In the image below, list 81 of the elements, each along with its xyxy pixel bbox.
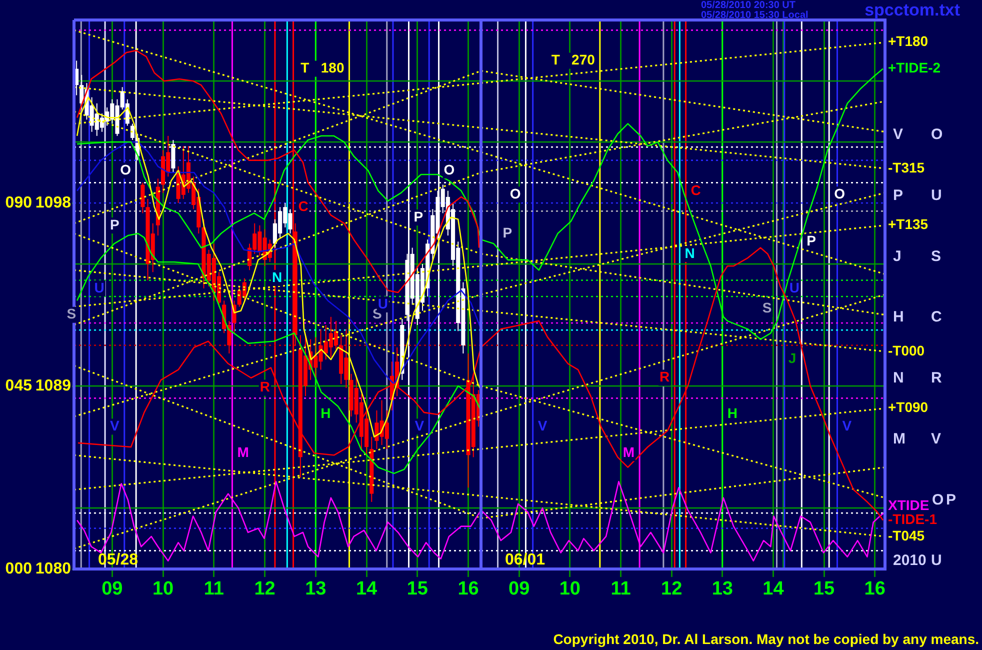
- text: V: [931, 430, 942, 448]
- x-tick-label: 09: [102, 578, 123, 600]
- series-label: -T315: [888, 159, 925, 176]
- x-tick-label: 16: [864, 578, 886, 600]
- text: P: [893, 187, 904, 204]
- y2-tick-label: 090: [5, 194, 32, 212]
- chart-title: spcctom.txt: [864, 0, 960, 20]
- x-tick-label: 11: [204, 578, 224, 600]
- y2-tick-label: 000: [5, 560, 32, 578]
- x-tick-label: 15: [406, 578, 428, 600]
- annotation: U: [378, 295, 388, 312]
- series-label: XTIDE: [888, 496, 930, 513]
- annotation: N: [684, 244, 695, 261]
- annotation: C: [690, 182, 701, 198]
- chart-subtitle: 05/28/2010 20:30 UT 05/28/2010 15:30 Local: [701, 0, 809, 21]
- annotation: V: [414, 418, 425, 434]
- annotation: P: [414, 208, 424, 224]
- text: N: [893, 370, 904, 387]
- x-tick-label: 16: [458, 578, 479, 600]
- annotation: H: [320, 405, 331, 422]
- annotation: O: [120, 161, 132, 178]
- text: S: [931, 248, 942, 265]
- annotation: O: [510, 185, 521, 202]
- y-tick-label: 1098: [35, 194, 72, 212]
- annotation: P: [110, 216, 120, 232]
- annotation: V: [110, 418, 120, 434]
- annotation: N: [272, 268, 282, 285]
- x-tick-label: 10: [152, 578, 174, 600]
- annotation: S: [66, 306, 76, 322]
- x-tick-label: 12: [660, 578, 682, 600]
- annotation: R: [260, 378, 270, 395]
- text: O: [931, 126, 943, 144]
- series-label: +T090: [888, 399, 928, 416]
- x-tick-label: 13: [305, 578, 326, 600]
- annotation: T 180: [300, 60, 344, 76]
- y-tick-label: 1080: [35, 560, 72, 578]
- text: P: [946, 491, 956, 508]
- text: U: [931, 552, 942, 570]
- series-label: +TIDE-2: [888, 60, 941, 76]
- text: M: [893, 430, 906, 448]
- annotation: M: [622, 444, 635, 460]
- x-tick-label: 12: [254, 578, 276, 600]
- annotation: V: [842, 418, 852, 434]
- x-tick-label: 11: [610, 578, 632, 600]
- annotation: O: [834, 185, 846, 202]
- annotation: H: [727, 405, 738, 422]
- series-label: +T180: [888, 33, 928, 50]
- annotation: O: [444, 161, 455, 178]
- annotation: V: [538, 418, 548, 434]
- x-tick-label: 09: [508, 578, 530, 600]
- annotation: U: [94, 279, 104, 296]
- text: 2010: [893, 552, 926, 570]
- text: H: [893, 308, 904, 326]
- annotation: P: [806, 232, 816, 248]
- text: V: [893, 126, 904, 144]
- annotation: R: [660, 368, 670, 385]
- annotation: J: [788, 350, 796, 366]
- candlestick: [140, 182, 145, 214]
- series-label: -T045: [888, 527, 925, 544]
- x-tick-label: 10: [559, 578, 580, 600]
- annotation: P: [502, 224, 512, 240]
- text: J: [893, 248, 902, 265]
- annotation: C: [298, 198, 308, 214]
- annotation: S: [762, 300, 772, 316]
- y2-tick-label: 045: [5, 377, 32, 394]
- text: Copyright 2010, Dr. Al Larson. May not be copied by any means.: [553, 630, 979, 647]
- annotation: T 270: [551, 52, 596, 68]
- x-tick-label: 15: [813, 578, 836, 600]
- text: U: [931, 187, 942, 204]
- text: O: [932, 491, 944, 508]
- x-tick-label: 14: [762, 578, 784, 600]
- series-label: -T000: [888, 342, 925, 358]
- series-label: +T135: [888, 216, 928, 232]
- annotation: M: [237, 444, 249, 460]
- annotation: U: [789, 279, 800, 296]
- series-label: -TIDE-1: [888, 511, 938, 528]
- x-tick-label: 13: [712, 578, 733, 600]
- y-tick-label: 1089: [35, 377, 72, 394]
- text: C: [931, 308, 942, 326]
- text: R: [931, 370, 942, 387]
- x-tick-label: 14: [356, 578, 378, 600]
